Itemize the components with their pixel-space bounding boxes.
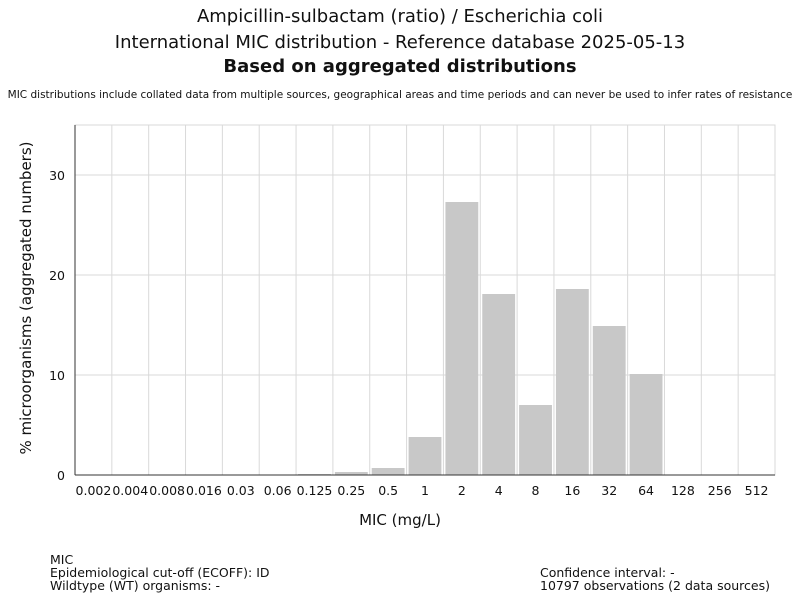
y-tick-label: 0 (57, 468, 65, 483)
x-tick-label: 0.125 (297, 483, 333, 498)
x-tick-labels: 0.002 0.004 0.008 0.016 0.03 0.06 0.125 0.25 0.5… (76, 483, 769, 498)
x-tick-label: 256 (708, 483, 732, 498)
y-tick-label: 30 (49, 168, 65, 183)
x-tick-label: 0.002 (76, 483, 112, 498)
chart-title-line-3: Based on aggregated distributions (223, 56, 577, 77)
footer-mic-label: MIC (50, 552, 74, 567)
footer-confidence: Confidence interval: - (540, 565, 675, 580)
footer-right: Confidence interval: - 10797 observation… (540, 566, 770, 592)
x-tick-label: 0.008 (149, 483, 185, 498)
x-tick-label: 4 (495, 483, 503, 498)
plot-frame (74, 124, 776, 476)
x-tick-label: 32 (601, 483, 617, 498)
x-tick-label: 16 (564, 483, 580, 498)
x-tick-label: 2 (458, 483, 466, 498)
bar-4 (482, 294, 516, 475)
footer-observations: 10797 observations (2 data sources) (540, 578, 770, 593)
bar-1 (408, 437, 442, 475)
chart-subtitle: MIC distributions include collated data … (7, 89, 793, 101)
grid-lines (74, 124, 776, 476)
bar-32 (592, 326, 626, 475)
chart-title-line-1: Ampicillin-sulbactam (ratio) / Escherich… (196, 6, 604, 27)
x-tick-label: 0.004 (112, 483, 148, 498)
y-tick-label: 10 (49, 368, 65, 383)
bar-8 (519, 405, 552, 475)
x-tick-label: 0.016 (186, 483, 222, 498)
x-tick-label: 0.06 (264, 483, 292, 498)
x-tick-label: 0.03 (227, 483, 255, 498)
bar-0.5 (371, 468, 405, 475)
axes (74, 125, 775, 476)
footer-ecoff: Epidemiological cut-off (ECOFF): ID (50, 565, 270, 580)
footer-wildtype: Wildtype (WT) organisms: - (50, 578, 221, 593)
bar-64 (629, 374, 663, 475)
x-tick-label: 1 (421, 483, 429, 498)
x-tick-label: 0.5 (378, 483, 398, 498)
y-tick-labels: 0 10 20 30 (49, 168, 65, 483)
x-tick-label: 128 (671, 483, 695, 498)
bar-16 (555, 289, 589, 475)
y-tick-label: 20 (49, 268, 65, 283)
bar-0.25 (334, 472, 368, 475)
bars (298, 202, 663, 475)
y-axis-label: % microorganisms (aggregated numbers) (17, 141, 35, 454)
x-tick-label: 8 (532, 483, 540, 498)
x-tick-label: 512 (745, 483, 769, 498)
bar-2 (445, 202, 479, 475)
x-tick-label: 0.25 (337, 483, 365, 498)
footer-left: MIC Epidemiological cut-off (ECOFF): ID … (50, 553, 270, 592)
x-axis-label: MIC (mg/L) (359, 511, 441, 529)
chart-title-line-2: International MIC distribution - Referen… (114, 32, 686, 53)
x-tick-label: 64 (638, 483, 654, 498)
